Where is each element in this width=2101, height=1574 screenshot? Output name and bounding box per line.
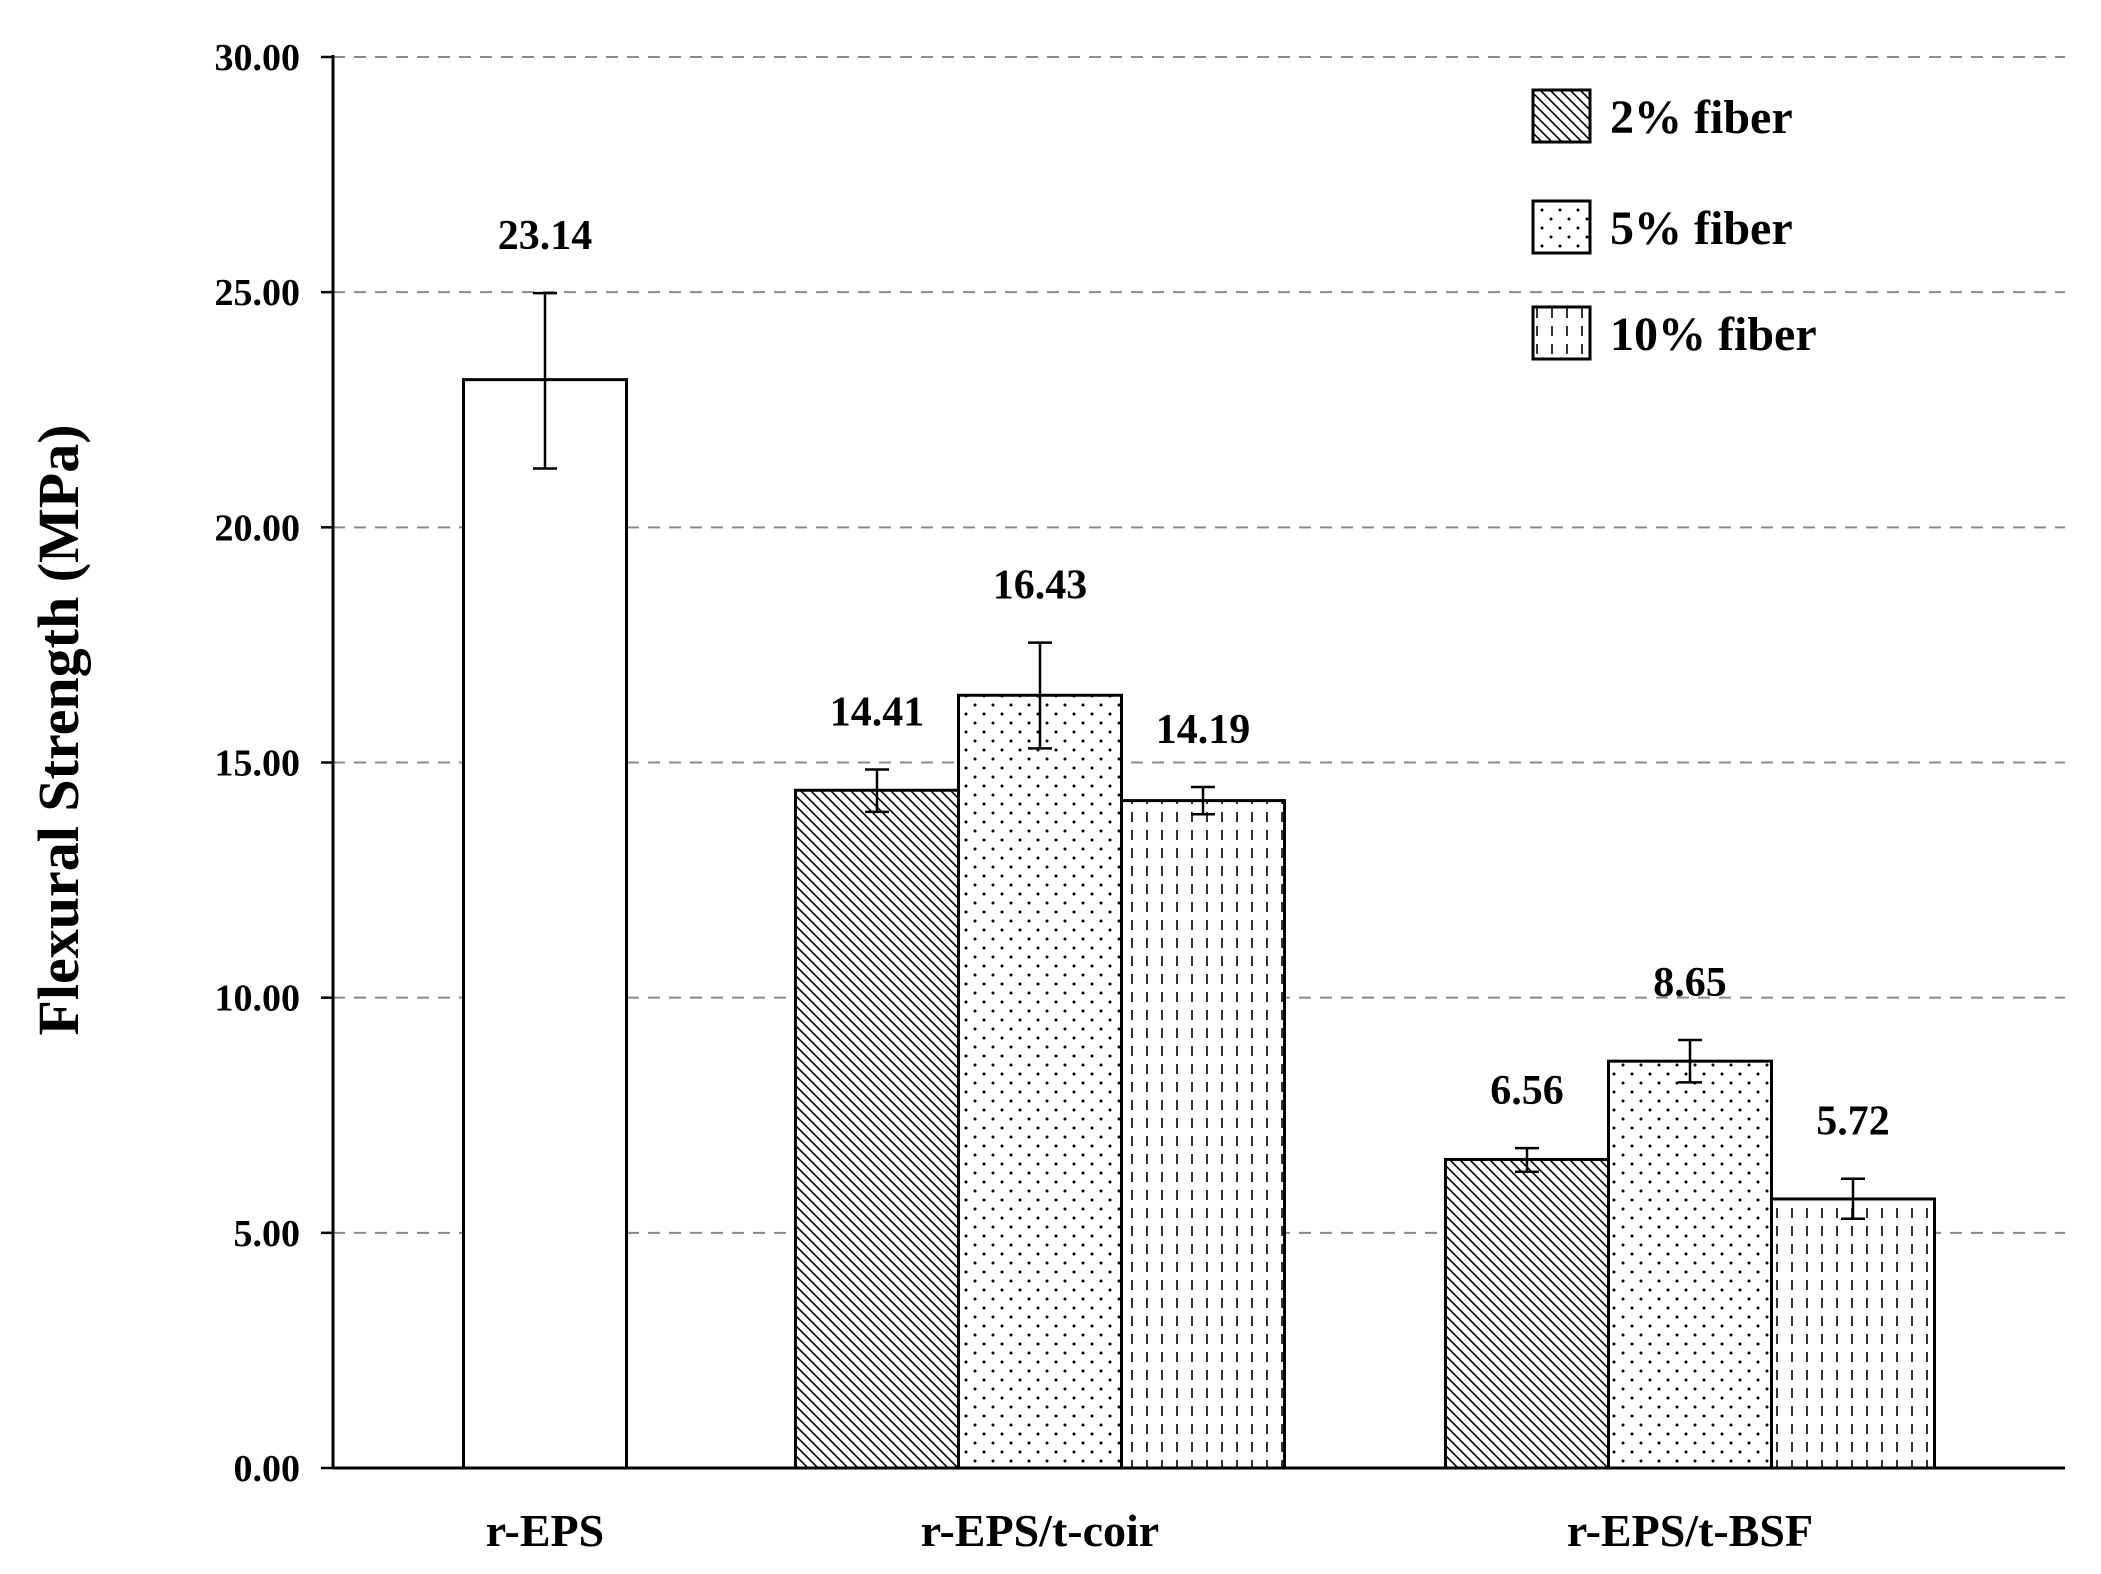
data-label: 8.65	[1653, 960, 1727, 1006]
x-category-label: r-EPS	[486, 1505, 604, 1556]
y-tick-label: 25.00	[215, 272, 301, 314]
y-tick-label: 30.00	[215, 37, 301, 79]
data-label: 16.43	[993, 563, 1088, 609]
y-tick-label: 20.00	[215, 507, 301, 549]
bar	[1770, 1197, 1936, 1470]
legend-label: 5% fiber	[1610, 202, 1793, 255]
data-label: 14.41	[830, 690, 925, 736]
y-tick-labels: 0.00 5.00 10.00 15.00 20.00 25.00 30.00	[215, 37, 301, 1490]
legend-swatch	[1531, 305, 1592, 361]
y-tick-label: 10.00	[215, 978, 301, 1020]
y-tick-label: 15.00	[215, 743, 301, 785]
legend: 2% fiber 5% fiber 10% fiber	[1531, 88, 1817, 361]
x-category-label: r-EPS/t-BSF	[1567, 1505, 1813, 1556]
bar	[1444, 1157, 1610, 1470]
y-axis-title: Flexural Strength (MPa)	[26, 424, 91, 1035]
legend-swatch	[1531, 88, 1592, 144]
x-category-label: r-EPS/t-coir	[921, 1505, 1159, 1556]
legend-label: 10% fiber	[1610, 308, 1817, 361]
error-bars	[533, 291, 1865, 1220]
legend-swatch	[1531, 199, 1592, 255]
bar	[1607, 1059, 1773, 1470]
data-labels: 23.14 14.41 16.43 14.19 6.56 8.65 5.72	[498, 213, 1890, 1145]
bar	[462, 378, 628, 1470]
y-tick-label: 5.00	[234, 1213, 301, 1255]
bar	[1120, 799, 1286, 1470]
data-label: 14.19	[1156, 707, 1251, 753]
y-tick-label: 0.00	[234, 1448, 301, 1490]
bars	[462, 378, 1936, 1470]
bar	[957, 693, 1123, 1470]
legend-label: 2% fiber	[1610, 91, 1793, 144]
data-label: 23.14	[498, 213, 593, 259]
data-label: 6.56	[1490, 1068, 1564, 1114]
category-labels: r-EPS r-EPS/t-coir r-EPS/t-BSF	[486, 1505, 1813, 1556]
bar	[794, 788, 960, 1470]
data-label: 5.72	[1816, 1099, 1890, 1145]
